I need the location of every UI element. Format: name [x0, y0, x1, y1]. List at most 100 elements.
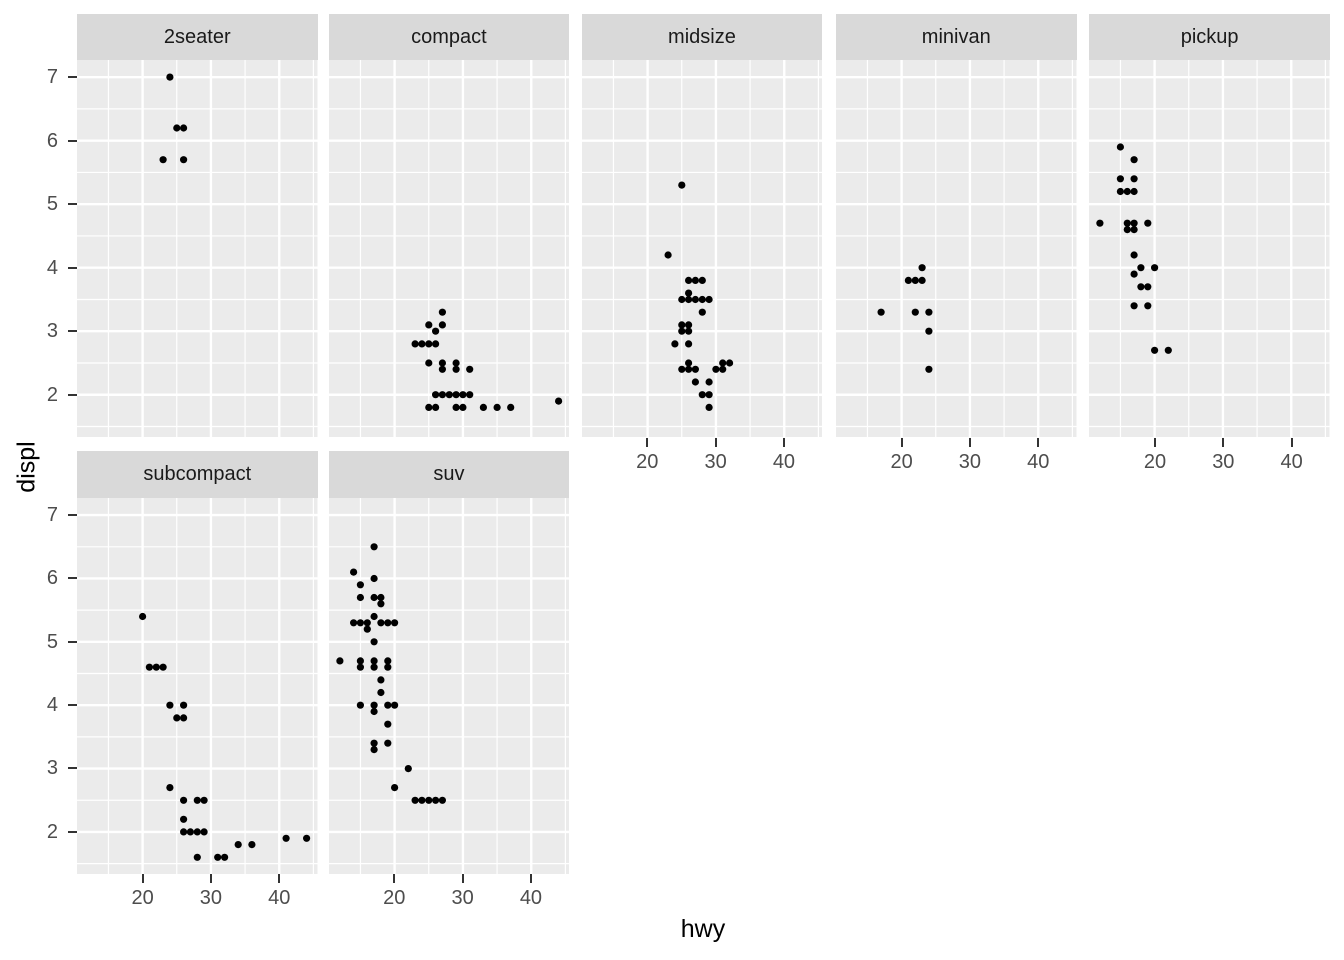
data-point	[200, 796, 208, 804]
data-point	[918, 264, 926, 272]
data-point	[718, 365, 726, 374]
y-tick-label: 7	[46, 66, 58, 89]
data-points	[411, 308, 562, 412]
x-tick-label: 40	[772, 450, 796, 473]
data-point	[1144, 283, 1152, 291]
data-point	[1144, 219, 1152, 227]
data-point	[180, 701, 188, 709]
facet-strip-label: 2seater	[163, 25, 231, 48]
facet-strip-subcompact: subcompact	[77, 451, 318, 498]
x-tick-mark	[461, 874, 464, 884]
x-tick-mark	[968, 437, 971, 447]
y-tick-label: 2	[46, 820, 58, 843]
x-tick-mark	[141, 874, 144, 884]
data-point	[438, 321, 446, 329]
data-point	[1117, 175, 1125, 183]
data-point	[1165, 346, 1173, 355]
panel-canvas-pickup	[1089, 60, 1330, 438]
data-point	[438, 308, 446, 316]
data-point	[677, 365, 686, 374]
data-point	[370, 663, 378, 671]
x-tick-label: 30	[199, 887, 223, 910]
gridlines-minor	[836, 60, 1077, 438]
facet-panel-compact	[328, 60, 570, 438]
facet-strip-label: pickup	[1180, 25, 1239, 48]
data-point	[431, 796, 439, 804]
x-tick-label: 30	[704, 450, 727, 473]
data-point	[438, 365, 446, 374]
data-point	[684, 340, 692, 348]
x-tick-mark	[393, 874, 396, 884]
y-tick-mark	[68, 393, 77, 396]
data-point	[691, 365, 699, 374]
y-tick-label: 3	[46, 320, 58, 343]
y-tick-mark	[68, 577, 77, 580]
facet-strip-suv: suv	[328, 451, 570, 498]
data-point	[173, 124, 181, 132]
data-point	[1130, 226, 1139, 234]
data-point	[376, 618, 385, 627]
data-point	[691, 276, 699, 285]
panel-canvas-compact	[328, 60, 570, 438]
data-point	[1137, 264, 1145, 272]
data-point	[725, 359, 733, 367]
data-point	[458, 403, 467, 412]
data-point	[424, 340, 433, 348]
data-point	[465, 391, 473, 399]
data-point	[904, 276, 912, 285]
panel-background	[77, 60, 318, 438]
data-point	[370, 739, 378, 747]
data-point	[431, 403, 439, 412]
data-points	[139, 612, 311, 861]
x-tick-mark	[1222, 437, 1225, 447]
data-point	[221, 853, 229, 861]
data-point	[193, 827, 201, 836]
y-axis-title: displ	[12, 441, 41, 493]
x-tick-label: 20	[131, 887, 154, 910]
data-point	[670, 340, 679, 348]
data-point	[166, 701, 174, 709]
x-tick-mark	[1290, 437, 1293, 447]
data-point	[718, 359, 726, 367]
y-tick-label: 7	[46, 503, 58, 526]
x-tick-mark	[900, 437, 903, 447]
x-tick-label: 30	[1212, 450, 1235, 473]
gridlines-major	[328, 497, 570, 875]
data-point	[214, 853, 222, 861]
data-point	[417, 340, 426, 348]
data-point	[376, 599, 385, 608]
data-point	[452, 365, 460, 374]
gridlines-minor	[581, 60, 823, 438]
data-point	[684, 296, 692, 304]
gridlines-minor	[328, 497, 570, 875]
data-points	[664, 181, 733, 412]
data-point	[383, 618, 392, 627]
x-tick-mark	[1153, 437, 1156, 447]
data-point	[711, 365, 720, 374]
data-point	[411, 340, 419, 348]
data-point	[1144, 302, 1152, 310]
data-point	[698, 391, 706, 399]
panel-background	[1089, 60, 1330, 438]
data-point	[684, 359, 692, 367]
panel-canvas-minivan	[836, 60, 1077, 438]
panel-background	[77, 497, 318, 875]
y-tick-label: 5	[46, 630, 58, 653]
data-point	[431, 340, 439, 348]
x-tick-label: 20	[1143, 450, 1167, 473]
y-tick-label: 4	[46, 256, 58, 279]
data-point	[479, 403, 487, 412]
data-point	[248, 840, 256, 848]
facet-strip-label: minivan	[921, 25, 991, 48]
gridlines-major	[77, 60, 318, 438]
data-point	[698, 276, 706, 285]
data-point	[1130, 270, 1139, 278]
data-point	[356, 593, 364, 601]
data-points	[877, 264, 933, 374]
y-tick-mark	[68, 330, 77, 333]
data-point	[438, 391, 446, 399]
data-point	[356, 656, 364, 665]
panel-background	[836, 60, 1077, 438]
data-point	[370, 745, 378, 753]
y-tick-label: 3	[46, 757, 58, 780]
